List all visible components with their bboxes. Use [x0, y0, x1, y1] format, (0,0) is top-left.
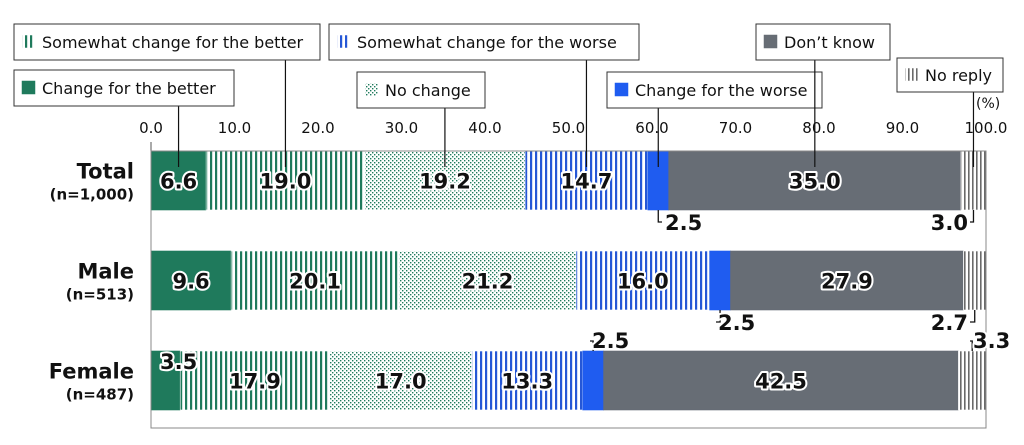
x-tick-label: 80.0 [802, 119, 835, 137]
category-labels: Total (n=1,000) Male (n=513) Female (n=487) [49, 160, 134, 404]
value-label-total-somewhat-change-for-the-worse: 14.7 [561, 170, 613, 194]
legend-swatch-change-for-the-worse [614, 82, 629, 97]
bar-male-no-change [398, 250, 577, 311]
legend-label-change-for-the-worse: Change for the worse [635, 81, 807, 100]
bar-male-don-t-know [730, 250, 964, 311]
bar-female-somewhat-change-for-the-better [179, 350, 330, 411]
legend-label-no-change: No change [385, 81, 471, 100]
plot-frame [150, 150, 987, 429]
bar-male-somewhat-change-for-the-better [230, 250, 400, 311]
legend-label-somewhat-change-for-the-better: Somewhat change for the better [42, 33, 304, 52]
category-n-female: (n=487) [66, 386, 134, 404]
value-labels: 6.6 19.0 19.2 14.7 2.5 35.0 3.0 9.6 20.1 21.2 16.0… [158, 168, 1012, 396]
value-label-total-somewhat-change-for-the-better: 19.0 [260, 170, 312, 194]
value-label-total-change-for-the-worse: 2.5 [665, 211, 702, 235]
bar-female-somewhat-change-for-the-worse [471, 350, 583, 411]
legend-label-no-reply: No reply [925, 66, 992, 85]
legend-label-don-t-know: Don’t know [784, 33, 875, 52]
x-tick-label: 10.0 [218, 119, 251, 137]
x-tick-label: 50.0 [552, 119, 585, 137]
x-tick-label: 40.0 [468, 119, 501, 137]
leader-line [970, 210, 975, 223]
legend-label-change-for-the-better: Change for the better [42, 79, 216, 98]
value-label-total-no-reply: 3.0 [931, 211, 968, 235]
category-label-female: Female [49, 360, 134, 384]
x-tick-label: 70.0 [719, 119, 752, 137]
value-label-female-don-t-know: 42.5 [755, 370, 807, 394]
value-label-female-somewhat-change-for-the-better: 17.9 [229, 370, 281, 394]
legend: Change for the better Somewhat change for… [13, 23, 1004, 167]
legend-swatch-somewhat-change-for-the-worse [336, 34, 351, 49]
leader-lines [590, 210, 976, 351]
x-tick-label: 100.0 [965, 119, 1008, 137]
legend-box-somewhat-change-for-the-better [13, 23, 321, 61]
category-label-male: Male [77, 260, 134, 284]
bar-female-don-t-know [603, 350, 959, 411]
value-label-total-don-t-know: 35.0 [789, 170, 841, 194]
value-label-female-somewhat-change-for-the-worse: 13.3 [501, 370, 553, 394]
value-label-male-don-t-know: 27.9 [821, 270, 873, 294]
leader-line [970, 340, 973, 351]
legend-box-don-t-know [755, 23, 891, 61]
value-label-male-no-reply: 2.7 [931, 311, 968, 335]
value-label-total-no-change: 19.2 [419, 170, 471, 194]
legend-swatch-no-change [364, 82, 379, 97]
value-label-female-no-reply: 3.3 [973, 329, 1010, 353]
leader-line [590, 340, 594, 351]
bar-male-change-for-the-worse [709, 250, 731, 311]
category-n-male: (n=513) [66, 286, 134, 304]
legend-swatch-don-t-know [763, 34, 778, 49]
bar-female-no-change [329, 350, 472, 411]
value-label-male-change-for-the-worse: 2.5 [718, 311, 755, 335]
legend-label-somewhat-change-for-the-worse: Somewhat change for the worse [357, 33, 617, 52]
x-tick-label: 30.0 [385, 119, 418, 137]
x-tick-label: 60.0 [635, 119, 668, 137]
legend-box-somewhat-change-for-the-worse [328, 23, 640, 61]
legend-box-change-for-the-better [13, 69, 235, 107]
value-label-male-change-for-the-better: 9.6 [172, 270, 209, 294]
legend-swatch-somewhat-change-for-the-better [21, 34, 36, 49]
value-label-female-change-for-the-better: 3.5 [160, 350, 197, 374]
value-label-female-change-for-the-worse: 2.5 [592, 329, 629, 353]
bar-male-no-reply [963, 250, 987, 311]
legend-swatch-no-reply [904, 67, 919, 82]
x-tick-label: 0.0 [139, 119, 163, 137]
unit-label: (%) [976, 96, 1000, 112]
category-n-total: (n=1,000) [50, 186, 134, 204]
value-label-male-no-change: 21.2 [462, 270, 514, 294]
value-label-male-somewhat-change-for-the-better: 20.1 [289, 270, 341, 294]
legend-box-change-for-the-worse [606, 71, 823, 109]
leader-line [657, 210, 662, 223]
bar-female-no-reply [958, 350, 987, 411]
leader-line [716, 310, 721, 323]
x-tick-label: 90.0 [886, 119, 919, 137]
leader-line [970, 310, 976, 323]
legend-swatch-change-for-the-better [21, 80, 36, 95]
bar-female-change-for-the-better [150, 350, 181, 411]
bar-male-change-for-the-better [150, 250, 232, 311]
legend-box-no-change [356, 71, 486, 109]
x-tick-label: 20.0 [301, 119, 334, 137]
value-label-female-no-change: 17.0 [375, 370, 427, 394]
value-label-male-somewhat-change-for-the-worse: 16.0 [617, 270, 669, 294]
bar-female-change-for-the-worse [582, 350, 604, 411]
category-label-total: Total [77, 160, 134, 184]
x-axis: 0.0 10.0 20.0 30.0 40.0 50.0 60.0 70.0 80.0 90.0 1… [139, 119, 1007, 428]
bar-male-somewhat-change-for-the-worse [575, 250, 710, 311]
value-label-total-change-for-the-better: 6.6 [160, 170, 197, 194]
